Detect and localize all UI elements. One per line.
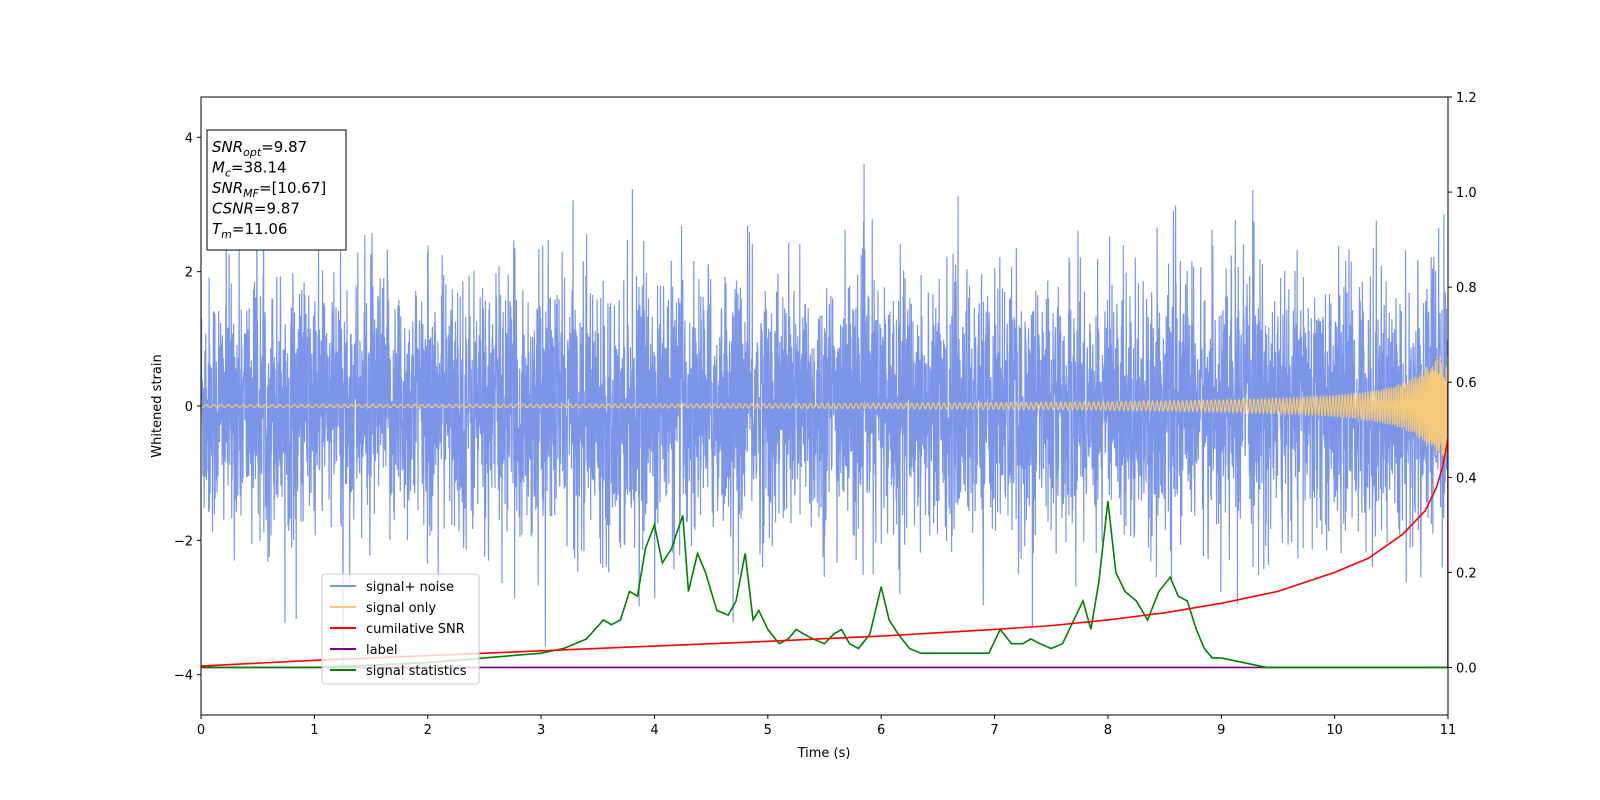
x-tick-label: 7 xyxy=(990,723,998,738)
y-tick-label: 0 xyxy=(185,400,193,415)
x-tick-label: 3 xyxy=(537,723,545,738)
info-symbol: T xyxy=(212,220,223,238)
y-tick-label: 2 xyxy=(185,266,193,281)
info-symbol: CSNR xyxy=(212,200,254,218)
legend-entry: cumilative SNR xyxy=(366,622,465,637)
info-symbol: M xyxy=(212,159,225,177)
x-axis: 0 1 2 3 4 5 6 7 8 9 10 11 xyxy=(197,715,1456,738)
y2-tick-label: 1.2 xyxy=(1456,91,1477,106)
legend-entry: label xyxy=(366,643,397,658)
x-tick-label: 6 xyxy=(877,723,885,738)
y-axis-left: 4 2 0 −2 −4 xyxy=(174,131,201,684)
info-symbol: SNR xyxy=(212,179,243,197)
y-axis-right: 1.2 1.0 0.8 0.6 0.4 0.2 0.0 xyxy=(1448,91,1477,676)
info-line: Mc=38.14 xyxy=(212,159,287,180)
legend-entry: signal statistics xyxy=(366,664,467,679)
x-tick-label: 0 xyxy=(197,723,205,738)
x-tick-label: 4 xyxy=(650,723,658,738)
y2-tick-label: 0.6 xyxy=(1456,376,1477,391)
cumulative-snr-line xyxy=(201,439,1448,667)
legend-entry: signal+ noise xyxy=(366,580,454,595)
info-subscript: m xyxy=(221,228,232,241)
y-tick-label: −2 xyxy=(174,534,193,549)
signal-noise-line xyxy=(201,162,1448,667)
info-subscript: c xyxy=(225,167,231,180)
y2-tick-label: 0.2 xyxy=(1456,566,1477,581)
info-value: =9.87 xyxy=(261,138,307,156)
y2-tick-label: 1.0 xyxy=(1456,186,1477,201)
x-tick-label: 1 xyxy=(310,723,318,738)
y2-tick-label: 0.4 xyxy=(1456,471,1477,486)
y2-tick-label: 0.8 xyxy=(1456,281,1477,296)
y-tick-label: 4 xyxy=(185,131,193,146)
y-tick-label: −4 xyxy=(174,669,193,684)
series-signal-noise xyxy=(201,162,1448,667)
info-line: SNRMF=[10.67] xyxy=(212,179,326,200)
legend-entry: signal only xyxy=(366,601,436,616)
info-subscript: opt xyxy=(243,146,262,159)
info-symbol: SNR xyxy=(212,138,243,156)
info-line: CSNR=9.87 xyxy=(212,200,300,218)
series-signal-only xyxy=(201,355,1448,457)
info-value: =11.06 xyxy=(232,220,288,238)
y2-tick-label: 0.0 xyxy=(1456,661,1477,676)
info-subscript: MF xyxy=(243,187,259,200)
info-value: =[10.67] xyxy=(259,179,326,197)
signal-only-line xyxy=(201,355,1448,457)
x-tick-label: 5 xyxy=(764,723,772,738)
x-tick-label: 11 xyxy=(1440,723,1457,738)
right-axis-series xyxy=(201,382,1448,669)
info-value: =38.14 xyxy=(231,159,287,177)
signal-statistics-line xyxy=(201,500,1448,669)
legend: signal+ noise signal only cumilative SNR la… xyxy=(321,573,480,685)
info-box: SNRopt=9.87Mc=38.14SNRMF=[10.67]CSNR=9.8… xyxy=(206,129,347,251)
legend-frame xyxy=(321,573,480,685)
x-tick-label: 2 xyxy=(424,723,432,738)
info-box-frame xyxy=(206,129,347,251)
info-line: SNRopt=9.87 xyxy=(212,138,307,159)
x-tick-label: 8 xyxy=(1104,723,1112,738)
x-tick-label: 10 xyxy=(1326,723,1343,738)
y-axis-label: Whitened strain xyxy=(150,354,165,457)
info-value: =9.87 xyxy=(254,200,300,218)
info-line: Tm=11.06 xyxy=(212,220,287,241)
x-axis-label: Time (s) xyxy=(797,746,851,761)
x-tick-label: 9 xyxy=(1217,723,1225,738)
